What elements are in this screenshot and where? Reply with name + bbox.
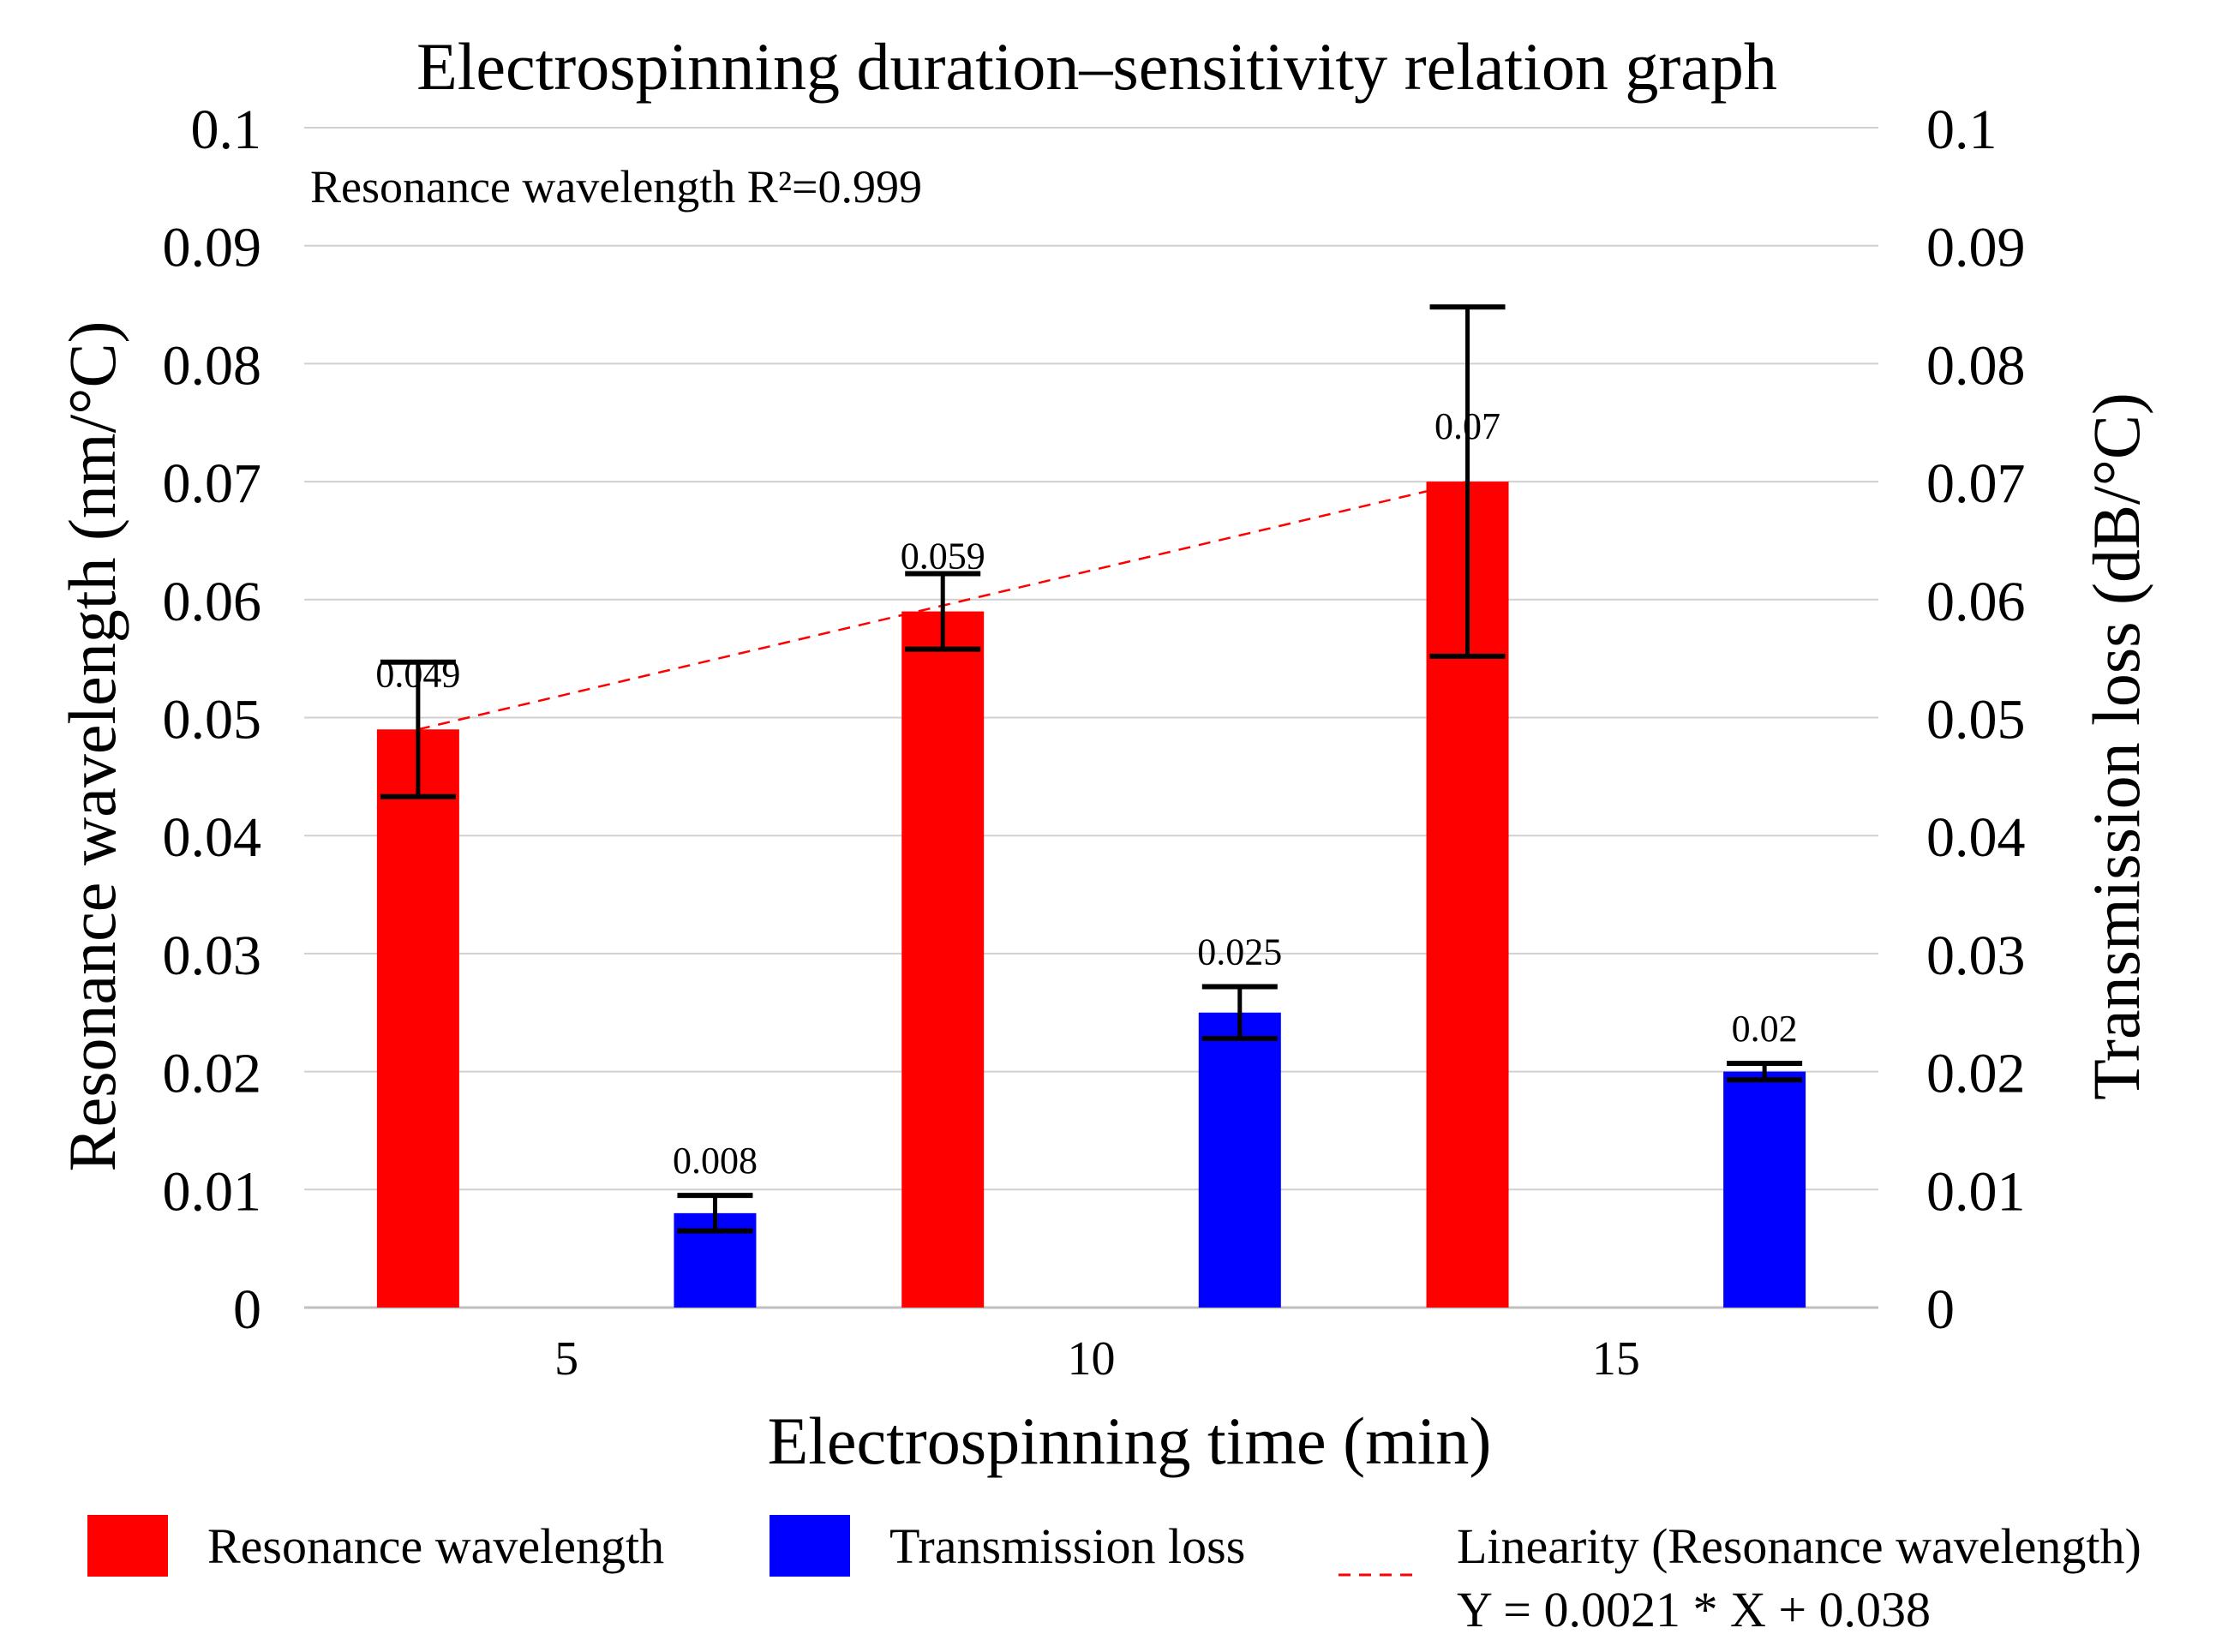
data-label-1-0: 0.008 bbox=[673, 1140, 758, 1182]
bar-transmission-15 bbox=[1723, 1071, 1806, 1308]
right-y-tick-0.1: 0.1 bbox=[1926, 99, 1997, 161]
data-label-0-2: 0.07 bbox=[1434, 405, 1500, 447]
bars bbox=[376, 482, 1806, 1308]
left-y-tick-0.02: 0.02 bbox=[163, 1043, 262, 1105]
right-y-tick-0.08: 0.08 bbox=[1926, 334, 2026, 397]
bar-resonance-5 bbox=[376, 729, 459, 1308]
right-y-tick-0.03: 0.03 bbox=[1926, 925, 2026, 987]
left-y-tick-0: 0 bbox=[233, 1278, 261, 1341]
left-y-axis-ticks: 0 0.01 0.02 0.03 0.04 0.05 0.06 0.07 0.08 0.09 0.1 bbox=[163, 99, 262, 1341]
left-y-axis-label: Resonance wavelength (nm/°C) bbox=[55, 321, 129, 1172]
legend-swatch-resonance bbox=[87, 1515, 168, 1577]
x-tick-5: 5 bbox=[554, 1332, 578, 1386]
right-y-axis-label: Transmission loss (dB/°C) bbox=[2079, 392, 2153, 1100]
left-y-tick-0.1: 0.1 bbox=[191, 99, 262, 161]
right-y-tick-0.05: 0.05 bbox=[1926, 689, 2026, 751]
error-bars bbox=[380, 304, 1803, 1234]
legend-swatch-transmission bbox=[770, 1515, 850, 1577]
right-y-tick-0.04: 0.04 bbox=[1926, 806, 2026, 869]
right-y-tick-0: 0 bbox=[1926, 1278, 1955, 1341]
legend-trendline-equation: Y = 0.0021 * X + 0.038 bbox=[1457, 1582, 1931, 1637]
data-label-1-2: 0.02 bbox=[1732, 1008, 1798, 1050]
right-y-tick-0.07: 0.07 bbox=[1926, 452, 2026, 515]
x-axis-label: Electrospinning time (min) bbox=[768, 1404, 1492, 1478]
data-label-1-1: 0.025 bbox=[1197, 931, 1282, 973]
right-y-tick-0.02: 0.02 bbox=[1926, 1043, 2026, 1105]
x-axis-ticks: 5 10 15 bbox=[554, 1332, 1640, 1386]
left-y-tick-0.04: 0.04 bbox=[163, 806, 262, 869]
right-y-tick-0.06: 0.06 bbox=[1926, 571, 2026, 633]
r-squared-annotation: Resonance wavelength R²=0.999 bbox=[310, 161, 922, 212]
legend: Resonance wavelength Transmission loss L… bbox=[87, 1515, 2141, 1637]
gridlines bbox=[304, 127, 1878, 1309]
left-y-tick-0.08: 0.08 bbox=[163, 334, 262, 397]
right-y-tick-0.09: 0.09 bbox=[1926, 217, 2026, 279]
legend-label-resonance: Resonance wavelength bbox=[207, 1518, 664, 1574]
right-y-axis-ticks: 0 0.01 0.02 0.03 0.04 0.05 0.06 0.07 0.08 0.09 0.1 bbox=[1926, 99, 2026, 1341]
legend-label-transmission: Transmission loss bbox=[889, 1518, 1245, 1574]
x-tick-10: 10 bbox=[1068, 1332, 1116, 1386]
left-y-tick-0.09: 0.09 bbox=[163, 217, 262, 279]
data-label-0-0: 0.049 bbox=[375, 653, 460, 695]
left-y-tick-0.03: 0.03 bbox=[163, 925, 262, 987]
left-y-tick-0.01: 0.01 bbox=[163, 1160, 262, 1223]
left-y-tick-0.06: 0.06 bbox=[163, 571, 262, 633]
chart-title: Electrospinning duration–sensitivity rel… bbox=[416, 29, 1777, 104]
bar-transmission-10 bbox=[1198, 1012, 1281, 1308]
data-label-0-1: 0.059 bbox=[901, 536, 985, 578]
left-y-tick-0.05: 0.05 bbox=[163, 689, 262, 751]
left-y-tick-0.07: 0.07 bbox=[163, 452, 262, 515]
bar-resonance-10 bbox=[901, 611, 985, 1308]
data-labels: 0.049 0.059 0.07 0.008 0.025 0.02 bbox=[375, 405, 1797, 1182]
right-y-tick-0.01: 0.01 bbox=[1926, 1160, 2026, 1223]
x-tick-15: 15 bbox=[1592, 1332, 1640, 1386]
legend-label-trendline: Linearity (Resonance wavelength) bbox=[1457, 1518, 2141, 1574]
